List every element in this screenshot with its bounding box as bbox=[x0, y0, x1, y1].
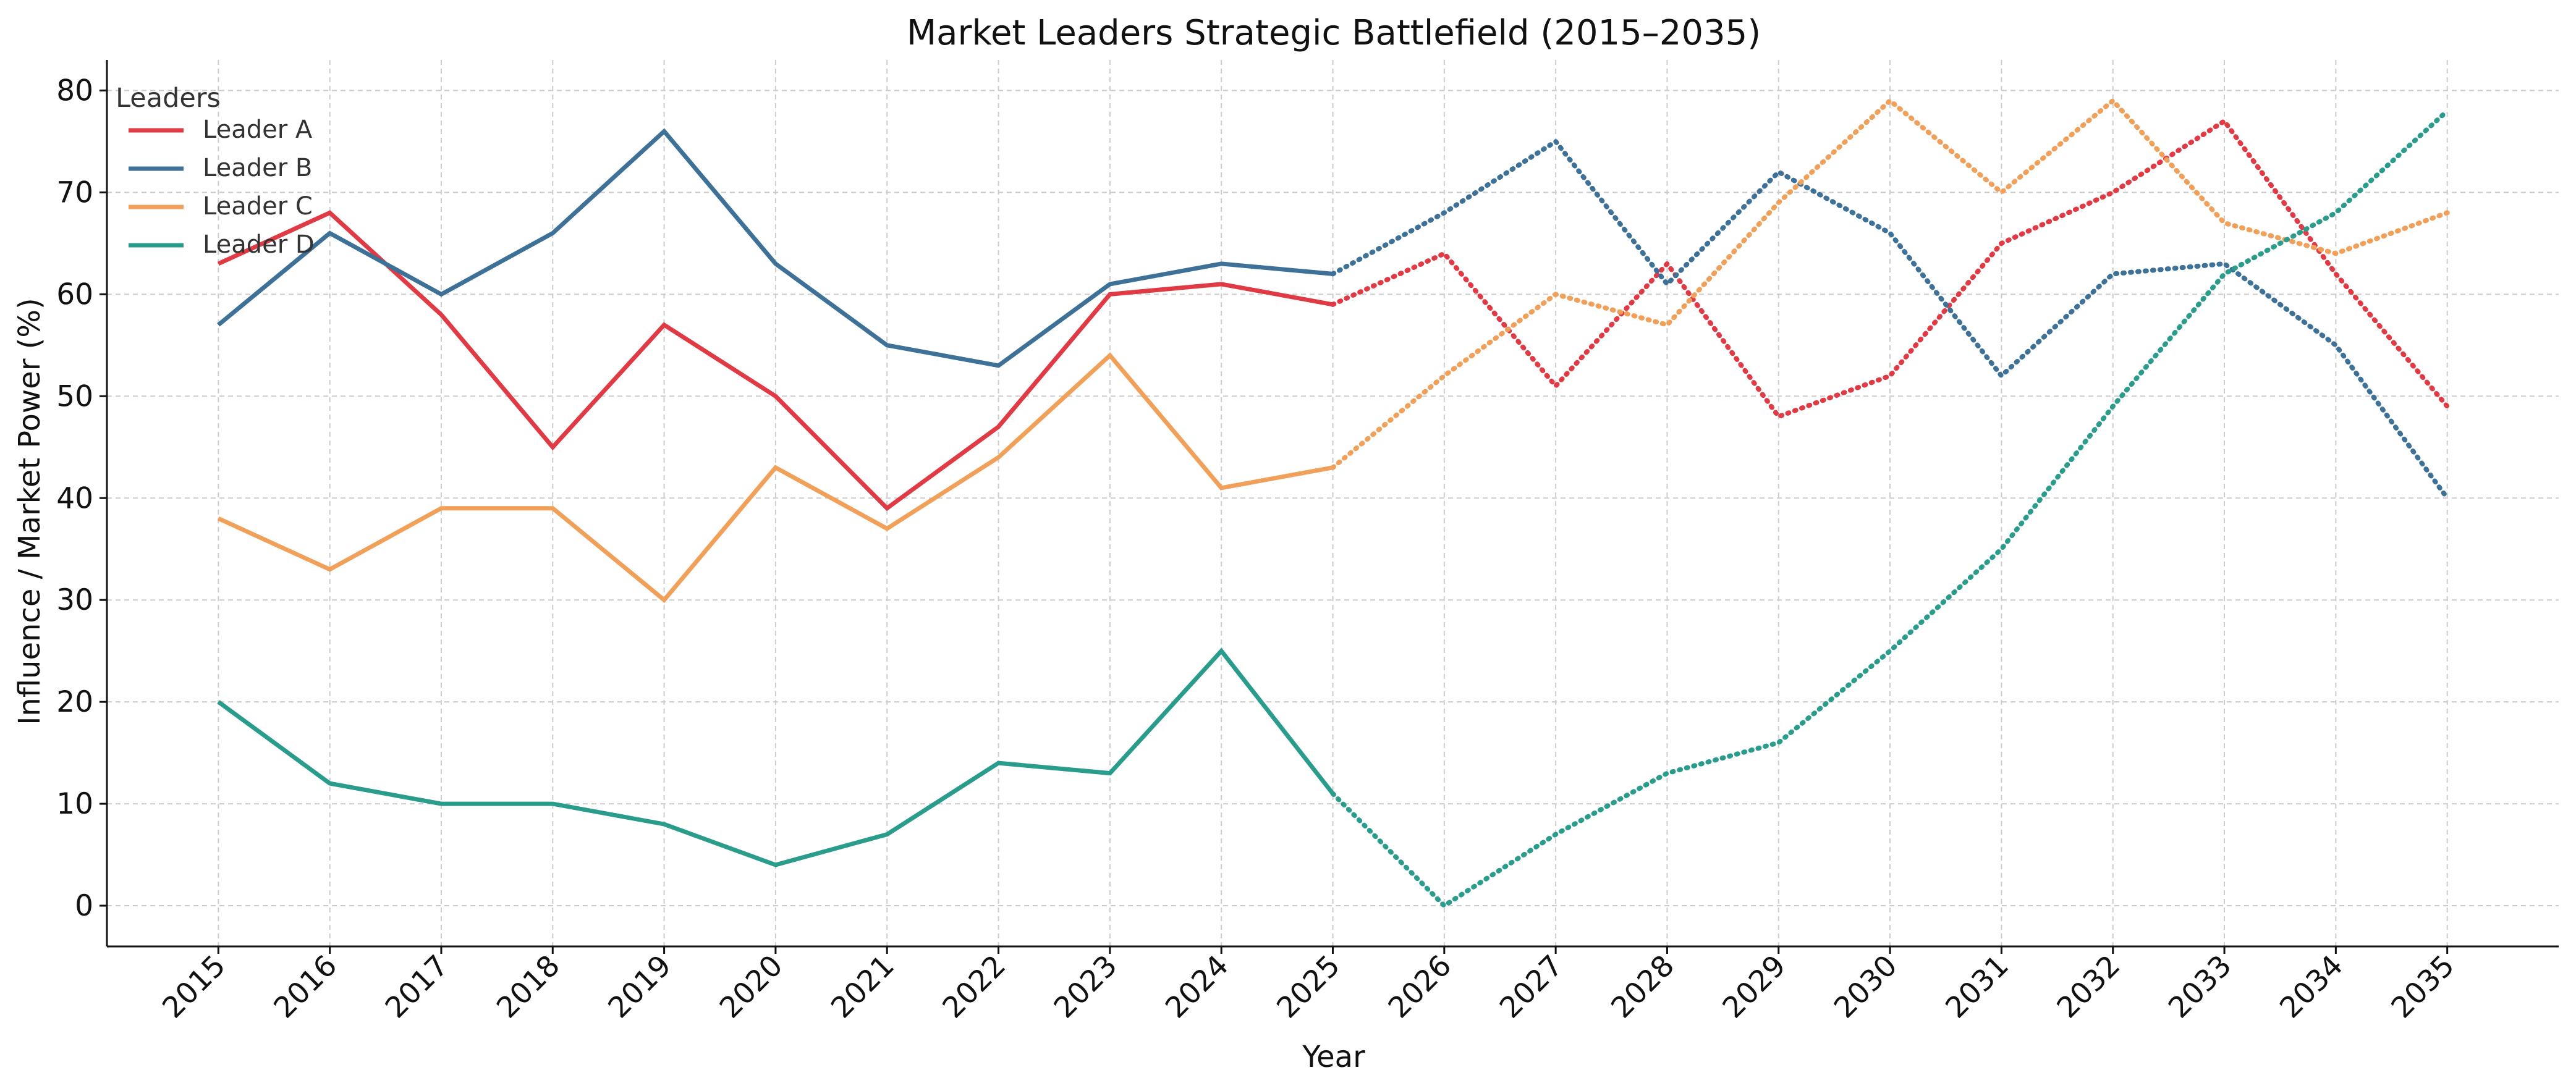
x-tick-label: 2028 bbox=[1604, 949, 1680, 1025]
x-tick-label: 2031 bbox=[1939, 949, 2015, 1025]
x-tick-label: 2017 bbox=[379, 949, 455, 1025]
x-tick-label: 2015 bbox=[156, 949, 232, 1025]
x-tick-label: 2018 bbox=[490, 949, 566, 1025]
y-tick-label: 10 bbox=[56, 787, 93, 821]
series-line-projection bbox=[1330, 108, 2450, 909]
series-line-historical bbox=[217, 210, 1334, 512]
series-line-historical bbox=[217, 128, 1333, 368]
series-line-projection bbox=[1330, 97, 2450, 470]
y-tick-label: 30 bbox=[56, 583, 93, 617]
y-tick-label: 70 bbox=[56, 175, 93, 209]
x-tick-label: 2032 bbox=[2051, 949, 2127, 1025]
legend-label: Leader B bbox=[203, 154, 312, 182]
y-tick-label: 40 bbox=[56, 481, 93, 515]
x-tick-label: 2023 bbox=[1048, 949, 1124, 1025]
legend-label: Leader C bbox=[203, 192, 313, 221]
x-tick-label: 2020 bbox=[713, 949, 789, 1025]
series-line-projection bbox=[1330, 117, 2450, 420]
x-tick-label: 2021 bbox=[824, 949, 900, 1025]
x-tick-label: 2030 bbox=[1828, 949, 1904, 1025]
x-tick-label: 2034 bbox=[2273, 949, 2349, 1025]
legend-title: Leaders bbox=[116, 83, 221, 114]
grid bbox=[107, 60, 2559, 946]
x-tick-label: 2033 bbox=[2162, 949, 2238, 1025]
x-axis-label: Year bbox=[1302, 1040, 1365, 1074]
series-line-historical bbox=[217, 352, 1334, 604]
x-tick-label: 2027 bbox=[1493, 949, 1569, 1025]
x-tick-label: 2025 bbox=[1271, 949, 1347, 1025]
x-tick-label: 2035 bbox=[2385, 949, 2461, 1025]
x-tick-label: 2016 bbox=[268, 949, 344, 1025]
x-tick-label: 2026 bbox=[1382, 949, 1458, 1025]
series-line-projection bbox=[1330, 138, 2450, 501]
y-tick-label: 60 bbox=[56, 277, 93, 311]
y-tick-label: 0 bbox=[75, 889, 93, 923]
y-tick-label: 80 bbox=[56, 74, 93, 107]
x-tick-label: 2029 bbox=[1716, 949, 1792, 1025]
series-line-historical bbox=[217, 647, 1335, 867]
y-tick-label: 20 bbox=[56, 685, 93, 719]
series-layer bbox=[217, 97, 2450, 909]
legend-label: Leader A bbox=[203, 116, 313, 144]
y-axis-label: Influence / Market Power (%) bbox=[12, 298, 47, 725]
chart-title: Market Leaders Strategic Battlefield (20… bbox=[907, 13, 1761, 53]
legend: Leaders Leader A Leader B Leader C Leader D bbox=[116, 83, 315, 259]
legend-label: Leader D bbox=[203, 230, 315, 259]
x-tick-label: 2024 bbox=[1159, 949, 1235, 1025]
x-tick-label: 2019 bbox=[602, 949, 678, 1025]
y-tick-label: 50 bbox=[56, 379, 93, 413]
x-tick-label: 2022 bbox=[936, 949, 1012, 1025]
